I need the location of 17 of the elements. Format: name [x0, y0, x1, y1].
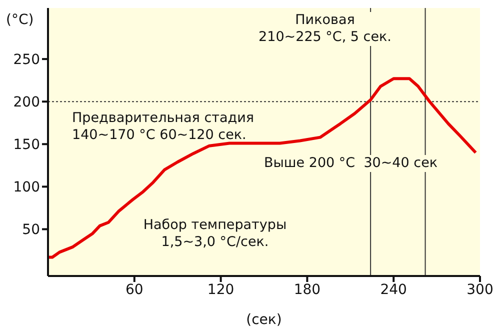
x-axis-title: (сек): [246, 312, 282, 328]
y-tick-label: 100: [13, 180, 40, 196]
y-axis-title: (°C): [6, 12, 34, 28]
x-tick-label: 300: [466, 282, 494, 298]
x-tick-label: 240: [380, 282, 407, 298]
x-tick-label: 60: [125, 282, 144, 298]
y-tick-label: 250: [13, 52, 40, 68]
annotation: Выше 200 °C 30~40 сек: [262, 155, 440, 172]
y-tick-label: 200: [13, 94, 40, 111]
annotation: Набор температуры 1,5~3,0 °C/сек.: [141, 217, 289, 251]
x-tick-label: 120: [207, 282, 234, 298]
y-tick-label: 150: [13, 137, 40, 154]
annotation: Предварительная стадия 140~170 °C 60~120 сек.: [71, 110, 255, 144]
x-tick-label: 180: [294, 282, 321, 298]
y-tick-label: 50: [22, 222, 40, 238]
line-series: [48, 77, 478, 259]
annotation: Пиковая 210~225 °C, 5 сек.: [256, 12, 394, 46]
